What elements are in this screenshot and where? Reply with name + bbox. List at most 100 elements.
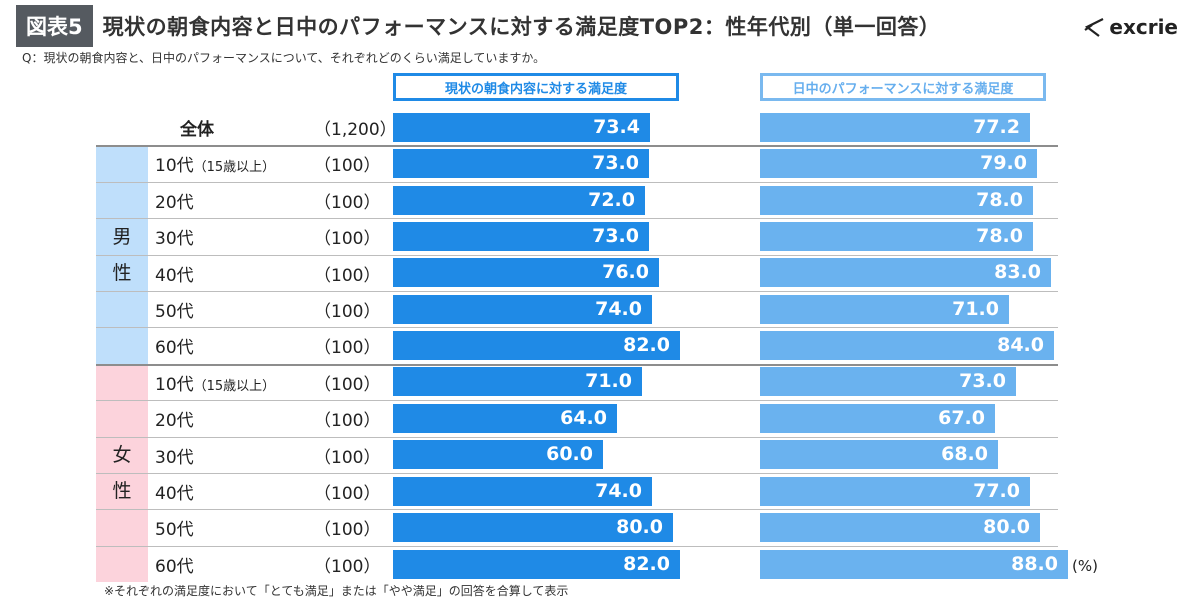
row-divider [96, 145, 1058, 147]
data-label: 68.0 [941, 443, 988, 465]
category-name: 60代 [155, 338, 194, 358]
row-divider [96, 509, 1058, 510]
data-label: 73.4 [593, 116, 640, 138]
category-label: 全体 [180, 115, 214, 140]
data-label: 76.0 [602, 261, 649, 283]
bar-performance: 80.0 [760, 513, 1040, 542]
excrie-logo-icon [1084, 18, 1104, 37]
data-label: 72.0 [588, 189, 635, 211]
group-label-female-char1: 女 [112, 444, 132, 466]
sample-size: （100） [314, 520, 381, 540]
data-label: 73.0 [592, 152, 639, 174]
data-label: 73.0 [959, 370, 1006, 392]
data-label: 64.0 [560, 407, 607, 429]
category-name: 50代 [155, 520, 194, 540]
bar-performance: 78.0 [760, 186, 1033, 215]
row-divider [96, 255, 1058, 256]
title-row: 図表5 現状の朝食内容と日中のパフォーマンスに対する満足度TOP2：性年代別（単… [16, 4, 940, 48]
category-label: 50代 [155, 515, 194, 540]
category-name: 60代 [155, 557, 194, 577]
bar-breakfast: 73.4 [393, 113, 650, 142]
category-label: 20代 [155, 188, 194, 213]
bar-breakfast: 80.0 [393, 513, 673, 542]
sample-size: （100） [314, 229, 381, 249]
data-label: 77.0 [973, 480, 1020, 502]
bar-breakfast: 60.0 [393, 440, 603, 469]
legend-series-performance: 日中のパフォーマンスに対する満足度 [760, 73, 1046, 101]
bar-performance: 77.2 [760, 113, 1030, 142]
sample-size: （1,200） [314, 120, 397, 140]
sample-size: （100） [314, 266, 381, 286]
data-label: 84.0 [997, 334, 1044, 356]
data-label: 82.0 [623, 334, 670, 356]
category-name: 40代 [155, 484, 194, 504]
legend-series-breakfast: 現状の朝食内容に対する満足度 [393, 73, 679, 101]
category-label: 60代 [155, 333, 194, 358]
bar-breakfast: 74.0 [393, 477, 652, 506]
data-label: 83.0 [994, 261, 1041, 283]
bar-breakfast: 73.0 [393, 149, 649, 178]
category-label: 30代 [155, 224, 194, 249]
sample-size: （100） [314, 484, 381, 504]
category-name: 20代 [155, 411, 194, 431]
data-label: 74.0 [595, 480, 642, 502]
bar-performance: 78.0 [760, 222, 1033, 251]
category-name: 10代 [155, 156, 194, 176]
brand-logo: excrie [1083, 12, 1178, 42]
row-divider [96, 364, 1058, 366]
group-label-male-char1: 男 [112, 225, 132, 248]
data-label: 79.0 [980, 152, 1027, 174]
survey-question: Q：現状の朝食内容と、日中のパフォーマンスについて、それぞれどのくらい満足してい… [22, 51, 546, 65]
bar-performance: 77.0 [760, 477, 1030, 506]
data-label: 71.0 [585, 370, 632, 392]
row-divider [96, 546, 1058, 547]
category-label: 50代 [155, 297, 194, 322]
data-label: 77.2 [973, 116, 1020, 138]
sample-size: （100） [314, 302, 381, 322]
category-name: 20代 [155, 193, 194, 213]
category-name: 50代 [155, 302, 194, 322]
category-name: 30代 [155, 448, 194, 468]
bar-performance: 84.0 [760, 331, 1054, 360]
row-divider [96, 437, 1058, 438]
chart-title: 現状の朝食内容と日中のパフォーマンスに対する満足度TOP2：性年代別（単一回答） [102, 15, 941, 39]
category-name: 30代 [155, 229, 194, 249]
group-label-female-char2: 性 [112, 480, 132, 502]
bar-performance: 79.0 [760, 149, 1037, 178]
row-divider [96, 291, 1058, 292]
data-label: 78.0 [976, 225, 1023, 247]
row-divider [96, 400, 1058, 401]
category-label: 10代（15歳以上） [155, 370, 275, 395]
sample-size: （100） [314, 375, 381, 395]
bar-performance: 83.0 [760, 258, 1051, 287]
bar-performance: 88.0 [760, 550, 1068, 579]
figure-badge: 図表5 [16, 5, 93, 47]
category-label: 40代 [155, 479, 194, 504]
bar-breakfast: 74.0 [393, 295, 652, 324]
sample-size: （100） [314, 338, 381, 358]
row-divider [96, 327, 1058, 328]
bar-performance: 71.0 [760, 295, 1009, 324]
data-label: 74.0 [595, 298, 642, 320]
bar-breakfast: 82.0 [393, 550, 680, 579]
sample-size: （100） [314, 156, 381, 176]
bar-breakfast: 72.0 [393, 186, 645, 215]
row-divider [96, 182, 1058, 183]
category-label: 60代 [155, 552, 194, 577]
data-label: 73.0 [592, 225, 639, 247]
data-label: 78.0 [976, 189, 1023, 211]
footnote: ※それぞれの満足度において「とても満足」または「やや満足」の回答を合算して表示 [104, 584, 569, 598]
bar-breakfast: 82.0 [393, 331, 680, 360]
category-note: （15歳以上） [193, 160, 276, 175]
category-label: 20代 [155, 406, 194, 431]
sample-size: （100） [314, 557, 381, 577]
unit-label: (%) [1072, 557, 1098, 575]
data-label: 80.0 [983, 516, 1030, 538]
data-label: 67.0 [938, 407, 985, 429]
bar-breakfast: 73.0 [393, 222, 649, 251]
category-label: 10代（15歳以上） [155, 151, 275, 176]
category-note: （15歳以上） [193, 379, 276, 394]
category-label: 40代 [155, 261, 194, 286]
bar-performance: 73.0 [760, 367, 1016, 396]
data-label: 71.0 [952, 298, 999, 320]
